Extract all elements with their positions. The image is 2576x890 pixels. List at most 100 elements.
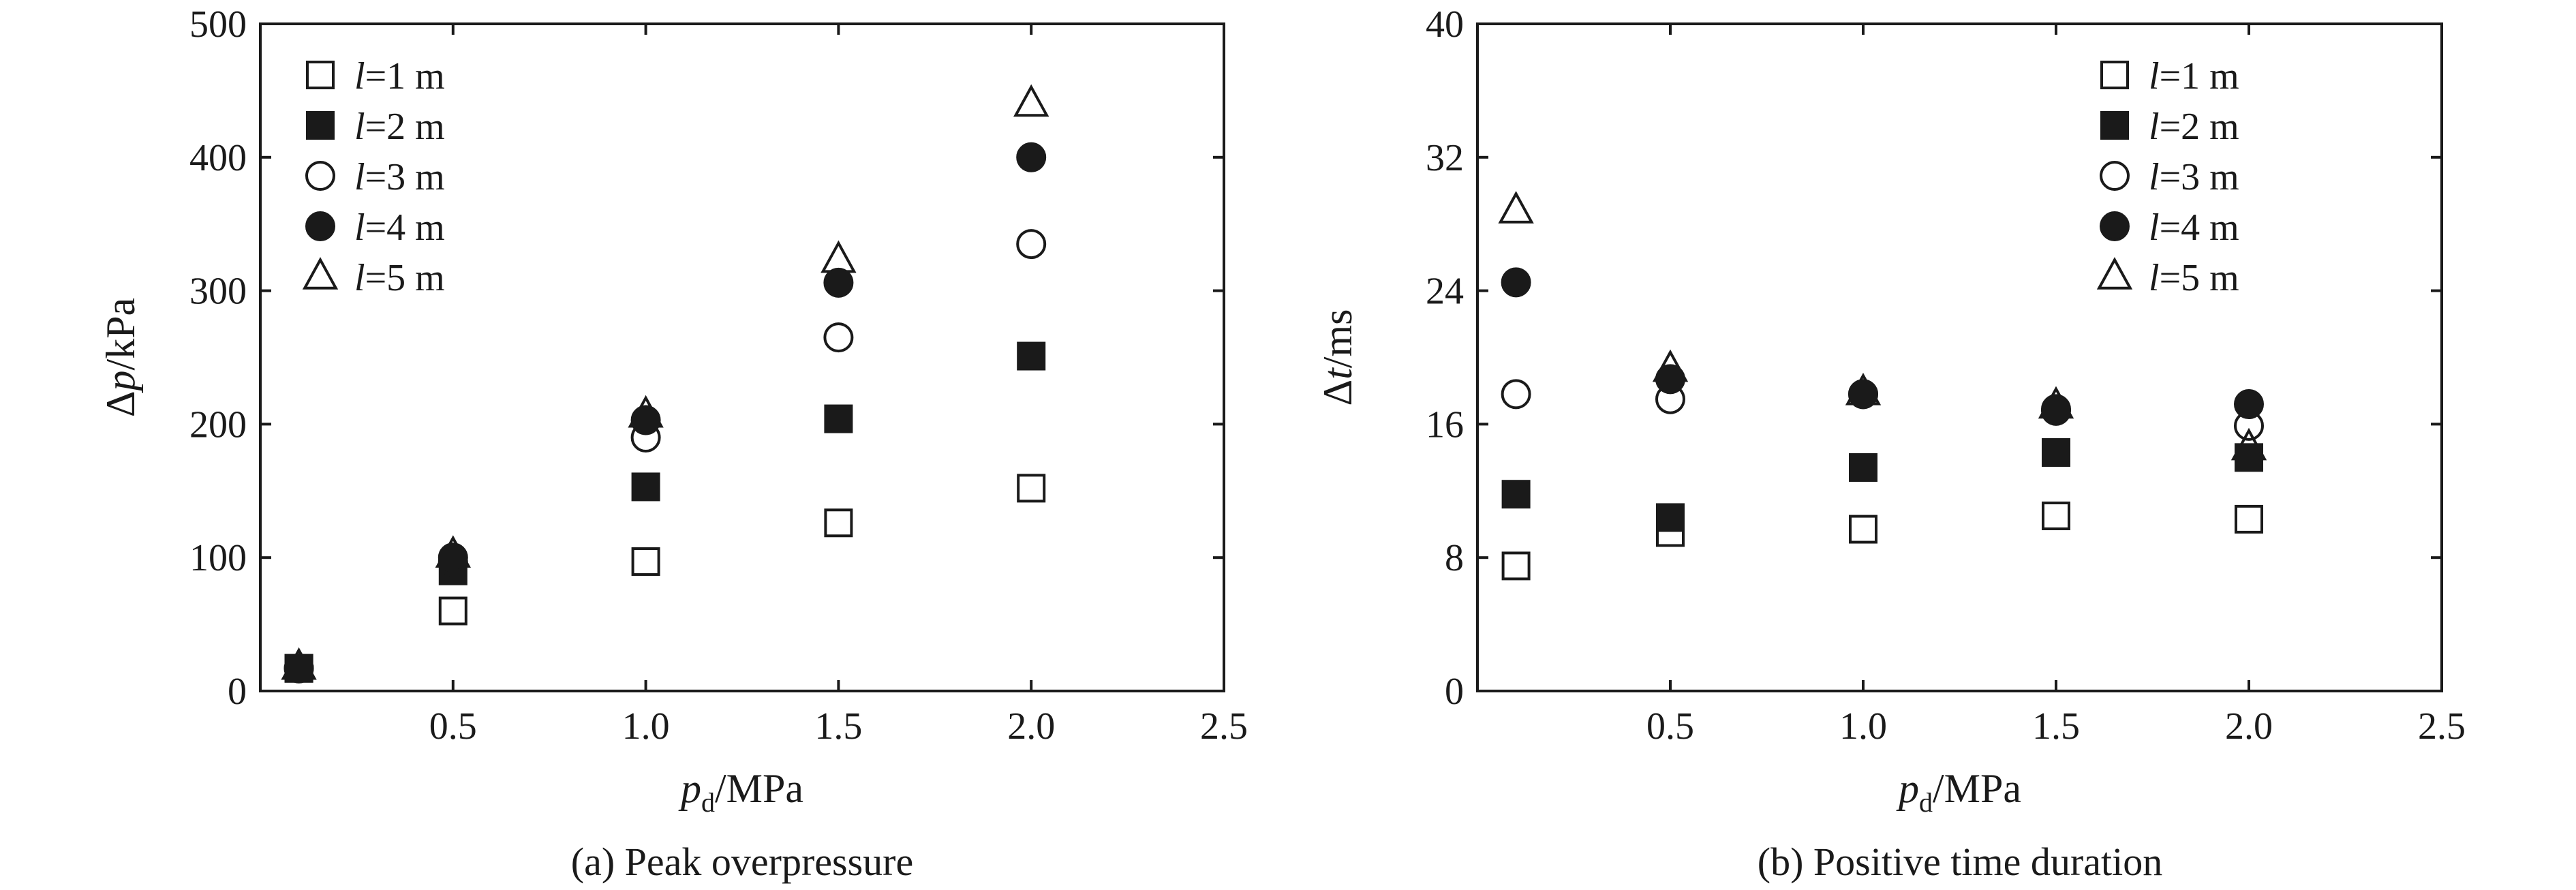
y-tick-label: 32 — [1426, 137, 1464, 179]
y-tick-label: 100 — [189, 537, 247, 579]
data-point — [823, 267, 854, 298]
legend-label: l=3 m — [354, 156, 445, 198]
x-tick-label: 0.5 — [429, 705, 477, 748]
data-point — [281, 647, 317, 680]
legend-marker — [2100, 61, 2129, 89]
y-tick-label: 500 — [189, 3, 247, 46]
data-point — [631, 472, 660, 502]
x-axis-title-var: p — [678, 766, 701, 811]
data-point — [1017, 474, 1046, 503]
legend-label-rest: =3 m — [365, 156, 445, 198]
legend-label: l=1 m — [354, 55, 445, 97]
data-point — [1652, 349, 1689, 382]
legend-label: l=1 m — [2149, 55, 2239, 97]
data-point — [1013, 84, 1049, 117]
legend-label-var: l — [2149, 55, 2160, 97]
data-point — [435, 535, 471, 568]
data-point — [1501, 480, 1531, 509]
legend-label: l=5 m — [354, 257, 445, 299]
y-tick-label: 200 — [189, 403, 247, 446]
x-axis-title-var: p — [1896, 766, 1919, 811]
legend-marker — [2100, 211, 2130, 241]
legend-label-var: l — [2149, 156, 2160, 198]
data-point — [824, 404, 853, 433]
plot-frame — [259, 22, 1225, 692]
y-axis-title: Δp/kPa — [98, 298, 143, 417]
data-point — [1016, 142, 1047, 172]
x-tick-label: 1.5 — [814, 705, 862, 748]
legend-label-var: l — [2149, 206, 2160, 249]
y-axis-title: Δt/ms — [1315, 309, 1360, 406]
legend-marker — [306, 61, 335, 89]
legend-marker — [2096, 257, 2133, 290]
legend-label-rest: =5 m — [365, 257, 445, 299]
data-point — [2042, 438, 2070, 467]
plot-frame — [1476, 22, 2443, 692]
x-tick-label: 2.5 — [2418, 705, 2466, 748]
legend-label-rest: =1 m — [365, 55, 445, 97]
legend-label-rest: =4 m — [365, 206, 445, 249]
legend-label-rest: =3 m — [2160, 156, 2239, 198]
legend-marker — [2100, 161, 2130, 191]
data-point — [2234, 389, 2264, 420]
legend-marker — [305, 211, 335, 241]
x-axis-title-unit: /MPa — [715, 766, 803, 811]
legend-label-rest: =4 m — [2160, 206, 2239, 249]
legend-label-rest: =5 m — [2160, 257, 2239, 299]
data-point — [1845, 373, 1882, 405]
data-point — [821, 240, 857, 273]
data-point — [1849, 453, 1877, 482]
legend-label: l=2 m — [2149, 106, 2239, 148]
legend-label: l=4 m — [2149, 206, 2239, 249]
data-point — [1501, 551, 1531, 581]
x-axis-title-sub: d — [1919, 787, 1933, 818]
legend-label-rest: =1 m — [2160, 55, 2239, 97]
y-tick-label: 40 — [1426, 3, 1464, 46]
data-point — [1849, 515, 1877, 544]
data-point — [630, 405, 661, 435]
legend-marker — [2100, 111, 2129, 140]
data-point — [2042, 502, 2070, 531]
data-point — [824, 508, 853, 538]
legend-marker — [306, 111, 335, 140]
data-point — [823, 322, 854, 353]
x-tick-label: 1.5 — [2032, 705, 2080, 748]
legend-label-var: l — [2149, 257, 2160, 299]
data-point — [438, 596, 467, 626]
x-axis-title: pd/MPa — [678, 766, 803, 818]
data-point — [2230, 427, 2267, 461]
y-axis-title-var: p — [98, 371, 143, 394]
data-point — [1501, 379, 1531, 410]
data-point — [1498, 191, 1534, 224]
legend-marker — [305, 161, 335, 191]
y-tick-label: 400 — [189, 137, 247, 179]
data-point — [1656, 503, 1685, 532]
legend-label-var: l — [354, 156, 365, 198]
legend-label-var: l — [2149, 106, 2160, 148]
y-axis-title-unit: /kPa — [98, 298, 143, 371]
x-axis-title-unit: /MPa — [1933, 766, 2021, 811]
chart-panel-b: 0 8 16 24 32 40 0.5 1.0 1.5 2.0 2.5 pd/MPa Δt/ms (b) … — [1315, 3, 2466, 884]
x-axis-title-sub: d — [701, 787, 715, 818]
legend-label: l=5 m — [2149, 257, 2239, 299]
y-axis-title-unit: /ms — [1315, 309, 1360, 369]
legend-label: l=4 m — [354, 206, 445, 249]
chart-caption: (b) Positive time duration — [1758, 840, 2162, 884]
legend-marker — [302, 257, 339, 290]
y-tick-label: 300 — [189, 271, 247, 313]
chart-caption: (a) Peak overpressure — [571, 840, 913, 884]
x-tick-label: 2.0 — [1007, 705, 1055, 748]
legend-label: l=2 m — [354, 106, 445, 148]
legend-label-var: l — [354, 206, 365, 249]
data-point — [2038, 386, 2074, 419]
y-tick-label: 8 — [1445, 537, 1464, 579]
x-axis-title: pd/MPa — [1896, 766, 2021, 818]
data-point — [1017, 341, 1046, 371]
y-tick-label: 0 — [1445, 671, 1464, 713]
x-tick-label: 0.5 — [1646, 705, 1694, 748]
y-axis-title-var: t — [1315, 367, 1360, 380]
legend-label-var: l — [354, 257, 365, 299]
data-point — [631, 547, 660, 577]
